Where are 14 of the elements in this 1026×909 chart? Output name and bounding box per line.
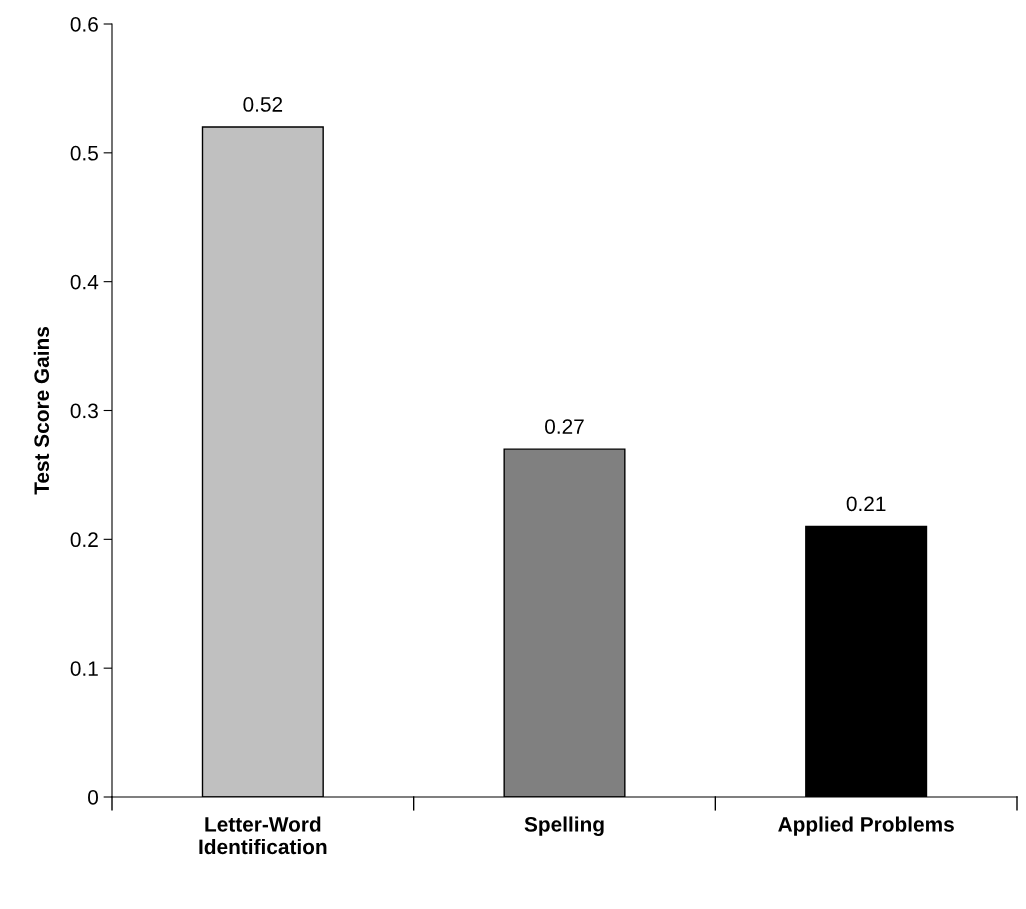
x-tick-label: Spelling <box>524 816 604 836</box>
y-tick-label: 0.1 <box>70 661 98 676</box>
y-axis-title: Test Score Gains <box>33 327 50 495</box>
data-label: 0.27 <box>545 419 584 434</box>
y-tick-label: 0.2 <box>70 532 98 548</box>
y-tick-label: 0.5 <box>70 145 98 161</box>
data-label: 0.21 <box>846 496 886 512</box>
x-tick-label: Letter-Word Identification <box>199 816 327 855</box>
y-tick-label: 0.4 <box>70 274 99 290</box>
y-tick-label: 0.6 <box>70 17 98 32</box>
x-tick-label: Applied Problems <box>778 816 954 836</box>
y-tick-label: 0 <box>88 790 98 805</box>
y-tick-label: 0.3 <box>70 403 98 419</box>
data-label: 0.52 <box>243 97 283 112</box>
